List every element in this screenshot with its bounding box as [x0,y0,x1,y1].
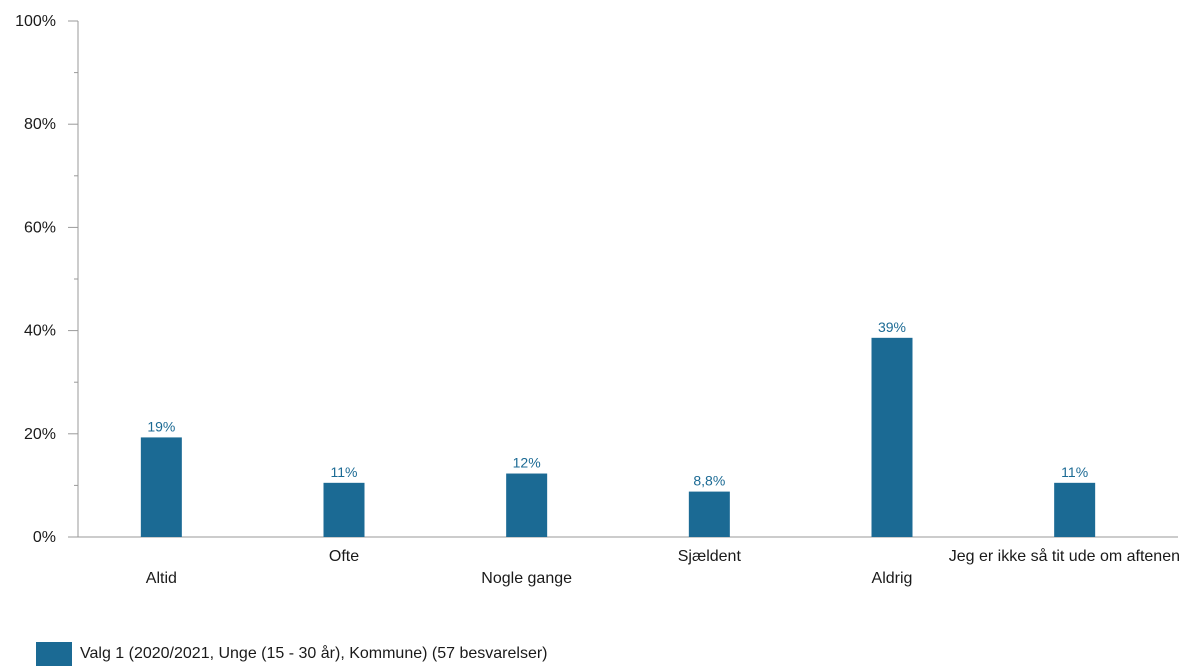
bar-data-label: 11% [1061,464,1088,480]
bar [323,482,365,537]
category-labels: Altid Ofte Nogle gange Sjældent Aldrig Jeg er… [146,547,1180,587]
bar [506,473,548,537]
bar-chart: 0% 20% 40% 60% 80% 100% Altid Ofte Nogle gange S… [15,13,1180,587]
bar-data-label: 11% [331,464,358,480]
bar [871,337,913,537]
bar-data-label: 12% [513,455,541,471]
bar [688,491,730,537]
y-tick-label: 100% [15,13,56,30]
y-axis: 0% 20% 40% 60% 80% 100% [15,13,79,546]
x-category-label: Ofte [329,548,359,565]
y-tick-label: 60% [24,219,56,236]
legend-swatch [36,642,72,666]
bar [1054,482,1096,537]
data-labels: 19% 11% 12% 8,8% 39% 11% [147,319,1088,489]
x-category-label: Nogle gange [481,570,572,587]
y-tick-label: 80% [24,116,56,133]
bar-series [140,337,1096,537]
x-category-label: Aldrig [872,570,913,587]
legend-label: Valg 1 (2020/2021, Unge (15 - 30 år), Ko… [80,645,548,662]
x-category-label: Altid [146,570,177,587]
y-tick-label: 0% [33,529,56,546]
legend: Valg 1 (2020/2021, Unge (15 - 30 år), Ko… [36,642,548,666]
y-tick-label: 40% [24,323,56,340]
bar-data-label: 8,8% [693,473,725,489]
bar [140,437,182,537]
y-tick-label: 20% [24,426,56,443]
bar-data-label: 19% [147,418,175,434]
x-category-label: Sjældent [678,548,742,565]
bar-data-label: 39% [878,319,906,335]
x-category-label: Jeg er ikke så tit ude om aftenen [949,547,1180,565]
